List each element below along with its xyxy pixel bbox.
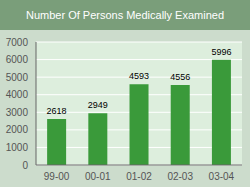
svg-text:2000: 2000 bbox=[8, 124, 28, 135]
svg-text:5996: 5996 bbox=[211, 47, 231, 57]
svg-text:1000: 1000 bbox=[8, 142, 28, 153]
svg-text:2949: 2949 bbox=[88, 100, 108, 110]
svg-text:7000: 7000 bbox=[8, 37, 28, 48]
svg-text:4000: 4000 bbox=[8, 89, 28, 100]
svg-text:4593: 4593 bbox=[129, 71, 149, 81]
svg-text:6000: 6000 bbox=[8, 54, 28, 65]
svg-text:99-00: 99-00 bbox=[44, 171, 70, 182]
svg-text:2618: 2618 bbox=[47, 106, 67, 116]
svg-text:01-02: 01-02 bbox=[126, 171, 152, 182]
svg-text:02-03: 02-03 bbox=[167, 171, 193, 182]
html-text:Number Of Persons Medically Ex: Number Of Persons Medically Examined bbox=[26, 9, 224, 21]
svg-text:03-04: 03-04 bbox=[209, 171, 235, 182]
svg-text:00-01: 00-01 bbox=[85, 171, 111, 182]
svg-text:0: 0 bbox=[22, 160, 28, 171]
svg-text:3000: 3000 bbox=[8, 107, 28, 118]
svg-text:5000: 5000 bbox=[8, 72, 28, 83]
svg-text:4556: 4556 bbox=[170, 72, 190, 82]
